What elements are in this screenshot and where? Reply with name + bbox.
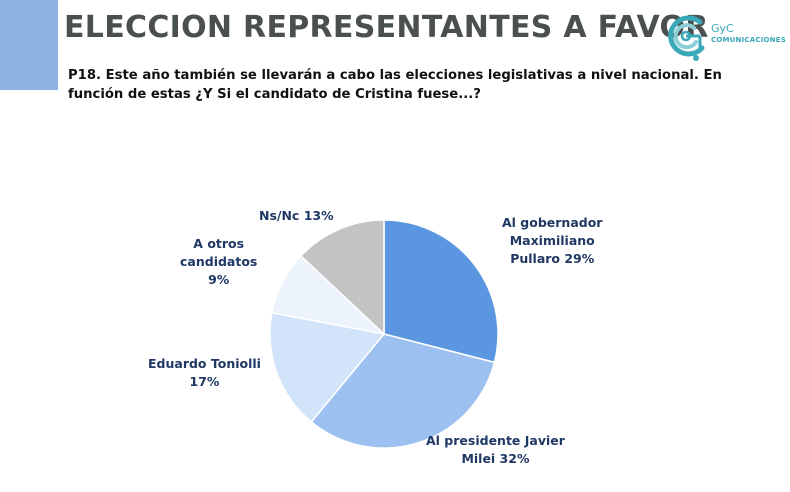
slide-title: ELECCION REPRESENTANTES A FAVOR — [64, 10, 709, 45]
slice-label-line: Maximiliano — [509, 233, 595, 248]
slice-label-5: Ns/Nc 13% — [259, 207, 334, 225]
slice-label-line: Pullaro 29% — [510, 251, 595, 266]
pie-slice-1 — [383, 219, 499, 364]
accent-bar — [0, 0, 58, 90]
slice-label-line: candidatos — [180, 254, 258, 269]
slice-label-2: Al presidente Javier Milei 32% — [426, 432, 565, 468]
pie-slice-3 — [269, 311, 386, 423]
slice-label-line: Milei 32% — [461, 451, 530, 466]
slice-label-3: Eduardo Toniolli 17% — [148, 355, 261, 391]
logo-brand: GyC — [711, 22, 734, 35]
slice-label-line: Eduardo Toniolli — [148, 356, 261, 371]
pie-slice-2 — [310, 333, 496, 449]
logo-subtitle: COMUNICACIONES — [711, 36, 786, 44]
slice-label-line: A otros — [193, 236, 245, 251]
slice-label-1: Al gobernador Maximiliano Pullaro 29% — [502, 214, 602, 268]
question-text: P18. Este año también se llevarán a cabo… — [68, 68, 722, 102]
slice-label-line: 9% — [208, 272, 230, 287]
slice-label-line: Ns/Nc 13% — [259, 208, 334, 223]
slice-label-4: A otros candidatos 9% — [180, 235, 257, 289]
slice-label-line: Al presidente Javier — [426, 433, 565, 448]
slice-label-line: 17% — [189, 374, 220, 389]
pie-slice-5 — [299, 219, 385, 336]
gyc-logo-icon — [668, 15, 705, 61]
slice-label-line: Al gobernador — [502, 215, 603, 230]
